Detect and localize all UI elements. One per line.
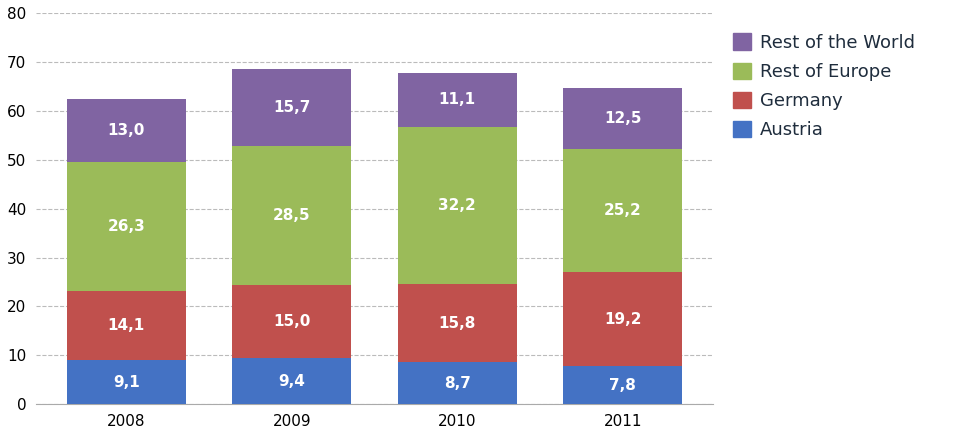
Text: 25,2: 25,2 — [604, 203, 642, 218]
Bar — [66, 99, 186, 162]
Bar — [564, 88, 682, 149]
Bar — [398, 73, 517, 127]
Bar — [564, 366, 682, 404]
Bar — [564, 149, 682, 272]
Bar — [398, 284, 517, 362]
Legend: Rest of the World, Rest of Europe, Germany, Austria: Rest of the World, Rest of Europe, Germa… — [729, 30, 918, 143]
Text: 9,4: 9,4 — [278, 374, 306, 389]
Bar — [398, 127, 517, 284]
Bar — [66, 360, 186, 404]
Text: 26,3: 26,3 — [107, 219, 146, 234]
Text: 32,2: 32,2 — [439, 198, 476, 213]
Text: 14,1: 14,1 — [107, 318, 145, 333]
Bar — [564, 272, 682, 366]
Bar — [66, 291, 186, 360]
Text: 9,1: 9,1 — [113, 375, 140, 390]
Text: 15,0: 15,0 — [274, 314, 311, 329]
Bar — [233, 146, 352, 285]
Text: 19,2: 19,2 — [604, 312, 642, 327]
Text: 28,5: 28,5 — [273, 208, 311, 223]
Text: 13,0: 13,0 — [107, 123, 145, 138]
Text: 12,5: 12,5 — [604, 111, 642, 126]
Text: 11,1: 11,1 — [439, 92, 476, 107]
Text: 15,8: 15,8 — [439, 316, 476, 330]
Text: 15,7: 15,7 — [274, 99, 311, 115]
Bar — [398, 362, 517, 404]
Bar — [233, 285, 352, 358]
Bar — [233, 69, 352, 146]
Bar — [233, 358, 352, 404]
Text: 7,8: 7,8 — [610, 378, 636, 393]
Text: 8,7: 8,7 — [444, 375, 471, 391]
Bar — [66, 162, 186, 291]
